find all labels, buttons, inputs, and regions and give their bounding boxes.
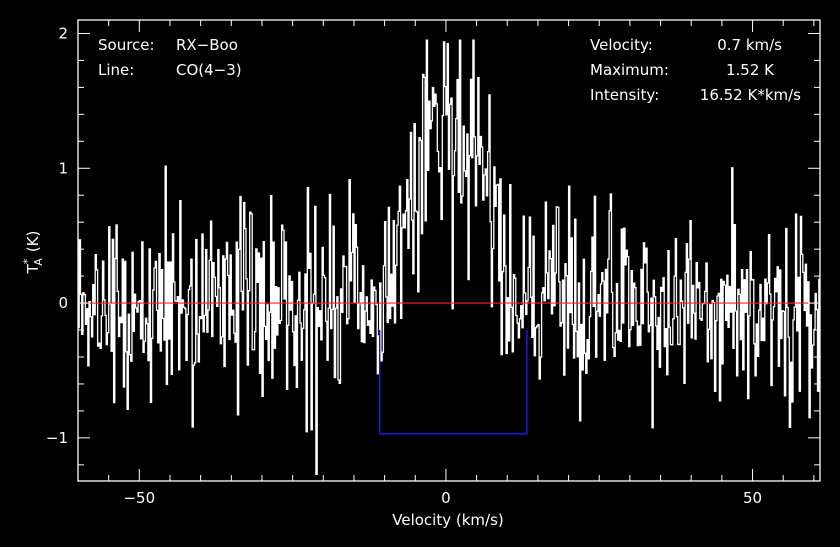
info-line-value: CO(4−3) bbox=[176, 61, 242, 79]
x-axis-label: Velocity (km/s) bbox=[392, 511, 503, 529]
overlay-layer bbox=[78, 302, 820, 435]
integration-window bbox=[379, 330, 528, 435]
y-tick-label: 1 bbox=[58, 159, 68, 177]
info-intensity-key: Intensity: bbox=[590, 86, 659, 104]
info-source-value: RX−Boo bbox=[176, 36, 238, 54]
x-tick-label: −50 bbox=[123, 489, 155, 507]
svg-text:T*A(K): T*A(K) bbox=[21, 231, 45, 275]
y-axis-label: T*A(K) bbox=[21, 231, 45, 275]
spectrum-line bbox=[78, 39, 820, 475]
x-tick-label: 50 bbox=[743, 489, 762, 507]
info-velocity-value: 0.7 km/s bbox=[717, 36, 782, 54]
series-layer bbox=[78, 39, 820, 475]
info-source-key: Source: bbox=[98, 36, 155, 54]
plot-frame bbox=[77, 19, 821, 482]
info-intensity-value: 16.52 K*km/s bbox=[700, 86, 801, 104]
info-line-key: Line: bbox=[98, 61, 134, 79]
info-maximum-key: Maximum: bbox=[590, 61, 669, 79]
info-velocity-key: Velocity: bbox=[590, 36, 653, 54]
y-tick-label: 0 bbox=[58, 294, 68, 312]
info-left: Source: RX−Boo Line: CO(4−3) bbox=[98, 36, 242, 79]
x-tick-label: 0 bbox=[441, 489, 451, 507]
axes-layer: −50 0 50 −1 0 1 2 bbox=[46, 19, 821, 507]
info-maximum-value: 1.52 K bbox=[726, 61, 775, 79]
y-tick-label: −1 bbox=[46, 429, 68, 447]
y-tick-label: 2 bbox=[58, 24, 68, 42]
info-right: Velocity: 0.7 km/s Maximum: 1.52 K Inten… bbox=[590, 36, 801, 104]
